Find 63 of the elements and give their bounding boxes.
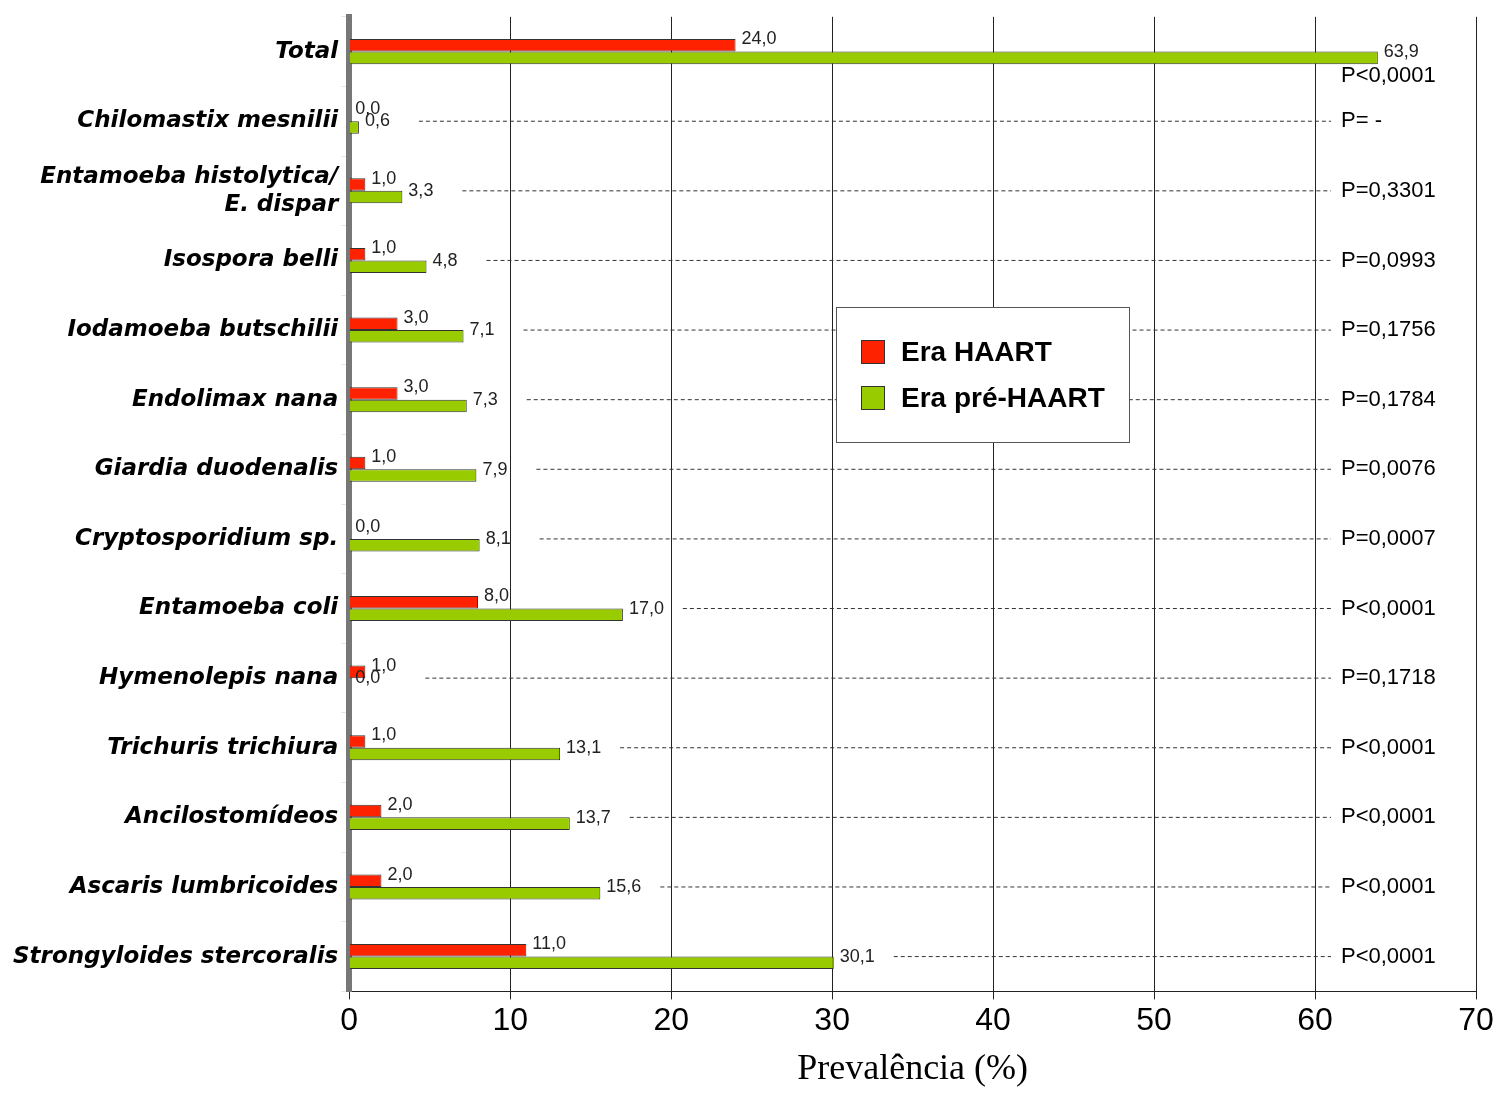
y-tick-label: Entamoeba coli [139, 593, 340, 620]
data-label: 3,0 [403, 306, 429, 327]
data-label: 3,0 [403, 376, 429, 397]
data-label: 13,7 [575, 806, 611, 827]
annotation: P=0,1718 [1341, 664, 1436, 690]
y-tick-label: Giardia duodenalis [94, 454, 339, 481]
x-tick-label: 0 [340, 1001, 359, 1038]
y-tick-label: Ancilostomídeos [122, 802, 339, 829]
annotation: P=0,0007 [1341, 524, 1436, 550]
x-tick-label: 20 [653, 1001, 689, 1038]
x-tick-label: 10 [492, 1001, 529, 1038]
annotation: P= - [1341, 107, 1382, 133]
data-label: 2,0 [387, 863, 413, 884]
data-label: 1,0 [371, 724, 397, 745]
annotation: P<0,0001 [1341, 594, 1436, 620]
data-label: 17,0 [628, 597, 664, 618]
x-tick-label: 40 [975, 1001, 1011, 1038]
x-tick-label: 30 [814, 1001, 850, 1038]
annotation: P<0,0001 [1341, 803, 1436, 829]
y-tick-label: Isospora belli [163, 245, 340, 272]
y-tick-label: Total [275, 36, 340, 63]
data-label: 1,0 [371, 167, 397, 188]
y-tick-label: Strongyloides stercoralis [13, 941, 339, 968]
data-label: 63,9 [1383, 40, 1419, 61]
y-tick-label: Cryptosporidium sp. [75, 523, 339, 550]
data-label: 1,0 [371, 237, 397, 258]
annotation: P<0,0001 [1341, 733, 1436, 759]
annotation: P=0,1784 [1341, 385, 1436, 411]
annotation: P=0,0993 [1341, 246, 1436, 272]
y-tick-label: Entamoeba histolytica/ E. dispar [40, 162, 340, 216]
legend-label: Era pré-HAART [901, 381, 1105, 414]
annotation: P<0,0001 [1341, 942, 1436, 968]
y-tick-label: Ascaris lumbricoides [67, 871, 339, 898]
x-axis-title: Prevalência (%) [797, 1046, 1029, 1087]
y-tick-label: Chilomastix mesnilii [77, 106, 340, 133]
x-tick-label: 50 [1136, 1001, 1172, 1038]
annotation: P=0,1756 [1341, 316, 1436, 342]
data-label: 3,3 [408, 180, 434, 201]
data-label: 30,1 [839, 945, 875, 966]
y-tick-label: Iodamoeba butschilii [67, 315, 340, 342]
annotation: P=0,3301 [1341, 176, 1436, 202]
annotation: P<0,0001 [1341, 873, 1436, 899]
annotation: P=0,0076 [1341, 455, 1436, 481]
x-tick-label: 60 [1297, 1001, 1333, 1038]
data-label: 13,1 [566, 736, 602, 757]
data-label: 11,0 [532, 933, 567, 954]
data-label: 7,1 [469, 319, 495, 340]
y-tick-label: Hymenolepis nana [98, 663, 339, 690]
data-label: 8,0 [484, 585, 510, 606]
data-label: 1,0 [371, 446, 397, 466]
y-tick-label: Endolimax nana [132, 384, 339, 411]
data-label: 7,9 [482, 458, 508, 479]
data-label: 24,0 [741, 28, 777, 49]
data-label: 8,1 [485, 528, 511, 549]
x-tick-label: 70 [1458, 1001, 1494, 1038]
data-label: 15,6 [606, 876, 642, 897]
data-label: 2,0 [387, 794, 413, 815]
annotation: P<0,0001 [1341, 61, 1436, 87]
y-tick-label: Trichuris trichiura [107, 732, 339, 759]
data-label: 4,8 [432, 249, 458, 270]
legend-label: Era HAART [901, 335, 1052, 368]
data-label: 7,3 [472, 388, 498, 409]
data-label: 0,0 [355, 515, 381, 536]
